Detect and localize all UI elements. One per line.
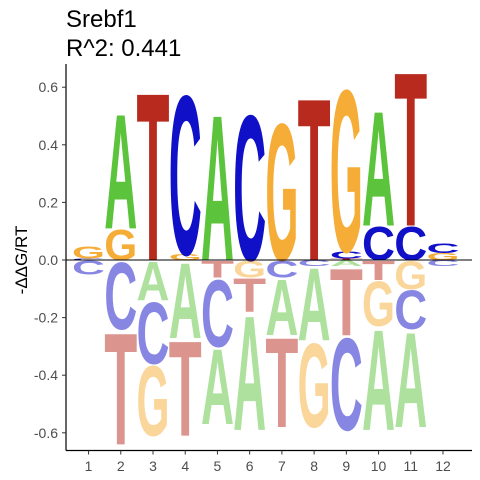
y-tick-label: 0.6 — [39, 79, 59, 95]
x-tick-label: 5 — [214, 458, 222, 474]
x-tick-label: 9 — [342, 458, 350, 474]
y-axis-ticks: -0.6 -0.4 -0.2 0.0 0.2 0.4 0.6 — [34, 79, 66, 441]
logo-letter-pos-10-C: C — [362, 217, 395, 270]
x-axis-ticks: 1 2 3 4 5 6 7 8 9 10 11 12 — [85, 450, 451, 474]
logo-letter-neg-8-G: G — [298, 320, 331, 453]
x-tick-label: 7 — [278, 458, 286, 474]
logo-letter-pos-2-A: A — [104, 80, 137, 264]
y-tick-label: 0.0 — [39, 252, 59, 268]
logo-letters: CG GA T GC A C G T TCG CA CT GCC CTACGATTCAGTACATCAG… — [72, 26, 459, 479]
logo-letter-pos-7-G: G — [265, 84, 298, 302]
logo-letter-neg-7-T: T — [265, 311, 298, 454]
y-tick-label: 0.2 — [39, 194, 59, 210]
logo-letter-pos-4-G: G — [169, 253, 202, 262]
logo-letter-neg-2-T: T — [104, 301, 137, 479]
logo-letter-neg-1-C: C — [72, 257, 105, 279]
y-axis-label: -ΔΔG/RT — [12, 226, 31, 295]
logo-letter-pos-9-T: T — [330, 258, 363, 260]
logo-letter-neg-3-C: C — [137, 285, 170, 383]
y-tick-label: -0.6 — [34, 425, 58, 441]
logo-letter-neg-12-C: C — [427, 258, 460, 267]
logo-letter-pos-11-T: T — [394, 26, 427, 272]
logo-letter-neg-6-A: A — [233, 281, 266, 465]
chart-title: Srebf1 — [66, 6, 137, 33]
logo-letter-neg-6-T: T — [233, 269, 266, 323]
logo-letter-neg-11-A: A — [394, 305, 427, 456]
logo-letter-pos-2-G: G — [104, 221, 137, 270]
logo-letter-neg-11-C: C — [394, 279, 427, 341]
logo-letter-neg-10-A: A — [362, 299, 395, 461]
logo-letter-pos-1-C: C — [72, 258, 105, 260]
logo-letter-pos-5-A: A — [201, 72, 234, 304]
logo-letter-pos-10-A: A — [362, 77, 395, 261]
logo-letter-pos-11-C: C — [394, 217, 427, 270]
y-tick-label: 0.4 — [39, 137, 59, 153]
logo-letter-pos-3-T: T — [137, 43, 170, 311]
y-tick-label: -0.2 — [34, 310, 58, 326]
x-tick-label: 1 — [85, 458, 93, 474]
x-tick-label: 10 — [371, 458, 387, 474]
logo-letter-neg-9-T: T — [330, 247, 363, 355]
logo-letter-neg-3-G: G — [137, 346, 170, 458]
logo-letter-pos-9-C: C — [330, 250, 363, 261]
chart-subtitle: R^2: 0.441 — [66, 35, 181, 62]
logo-letter-pos-9-G: G — [330, 43, 363, 302]
y-tick-label: -0.4 — [34, 367, 58, 383]
logo-letter-pos-1-G: G — [72, 243, 105, 263]
x-tick-label: 12 — [435, 458, 451, 474]
logo-letter-neg-4-T: T — [169, 312, 202, 464]
x-tick-label: 3 — [149, 458, 157, 474]
x-tick-label: 8 — [310, 458, 318, 474]
logo-letter-neg-7-A: A — [265, 262, 298, 352]
logo-letter-pos-12-G: G — [427, 251, 460, 262]
logo-letter-pos-6-C: C — [233, 72, 266, 304]
logo-letter-neg-5-C: C — [201, 260, 234, 367]
logo-letter-neg-6-G: G — [233, 256, 266, 282]
logo-letter-neg-10-T: T — [362, 255, 395, 286]
logo-letter-neg-10-G: G — [362, 268, 395, 340]
logo-letter-neg-9-A: A — [330, 258, 363, 267]
x-tick-label: 11 — [404, 458, 419, 474]
x-tick-label: 6 — [246, 458, 254, 474]
logo-letter-neg-8-A: A — [298, 247, 331, 364]
x-tick-label: 2 — [117, 458, 125, 474]
logo-letter-pos-12-C: C — [427, 240, 460, 256]
x-tick-label: 4 — [181, 458, 189, 474]
logo-letter-neg-9-C: C — [330, 311, 363, 458]
logo-letter-neg-5-A: A — [201, 326, 234, 447]
logo-letter-pos-8-T: T — [298, 51, 331, 310]
logo-letter-neg-8-C: C — [298, 258, 331, 267]
